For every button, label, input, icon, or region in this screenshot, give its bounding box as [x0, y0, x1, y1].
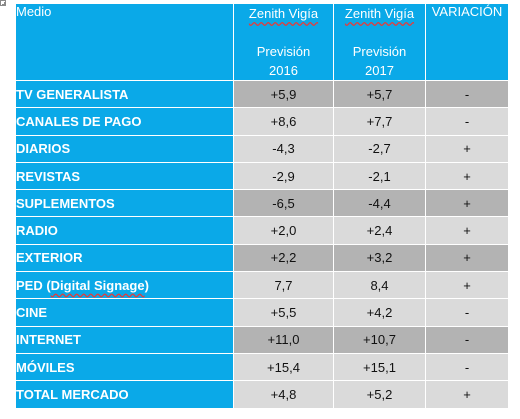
row-variacion: -	[425, 79, 509, 109]
header-2016-year: 2016	[269, 63, 298, 78]
row-value-2017: -4,4	[333, 189, 426, 218]
row-value-2016: +11,0	[233, 325, 334, 354]
table-row: DIARIOS -4,3 -2,7 +	[15, 134, 509, 163]
row-value-2017: -2,7	[333, 134, 426, 163]
row-medio: PED (Digital Signage)	[15, 271, 234, 300]
header-2017: Zenith Vigía Previsión 2017	[333, 3, 426, 81]
row-medio: REVISTAS	[15, 161, 234, 191]
row-variacion: +	[425, 216, 509, 245]
row-variacion: +	[425, 271, 509, 300]
row-value-2016: -6,5	[233, 189, 334, 218]
header-medio: Medio	[15, 3, 234, 81]
row-value-2017: +3,2	[333, 243, 426, 273]
row-value-2017: +4,2	[333, 298, 426, 327]
row-medio: MÓVILES	[15, 352, 234, 382]
row-value-2017: -2,1	[333, 161, 426, 191]
table-row: INTERNET +11,0 +10,7-	[15, 325, 509, 354]
row-medio: DIARIOS	[15, 134, 234, 163]
media-forecast-table: Medio Zenith Vigía Previsión 2016 Zenith…	[15, 3, 509, 409]
row-variacion: +	[425, 380, 509, 409]
row-medio: CANALES DE PAGO	[15, 107, 234, 136]
row-variacion: -	[425, 107, 509, 136]
row-variacion: -	[425, 298, 509, 327]
header-2016-label: Previsión	[256, 44, 311, 59]
row-variacion: +	[425, 189, 509, 218]
row-medio: RADIO	[15, 216, 234, 245]
table-row: TOTAL MERCADO +4,8 +5,2 +	[15, 380, 509, 409]
row-value-2016: +4,8	[233, 380, 334, 409]
row-medio: TOTAL MERCADO	[15, 380, 234, 409]
row-value-2017: 8,4	[333, 271, 426, 300]
row-value-2017: +7,7	[333, 107, 426, 136]
row-variacion: +	[425, 161, 509, 191]
header-2016-source: Zenith Vigía	[248, 6, 319, 21]
table-row: TV GENERALISTA +5,9 +5,7-	[15, 79, 509, 109]
row-value-2017: +15,1	[333, 352, 426, 382]
header-2017-label: Previsión	[352, 44, 407, 59]
table-row: MÓVILES +15,4 +15,1-	[15, 352, 509, 382]
row-medio: TV GENERALISTA	[15, 79, 234, 109]
table-move-handle[interactable]	[0, 0, 6, 6]
row-value-2016: +8,6	[233, 107, 334, 136]
row-value-2017: +5,7	[333, 79, 426, 109]
header-2017-year: 2017	[365, 63, 394, 78]
row-value-2016: +5,5	[233, 298, 334, 327]
row-medio: SUPLEMENTOS	[15, 189, 234, 218]
row-value-2016: -2,9	[233, 161, 334, 191]
row-value-2016: +5,9	[233, 79, 334, 109]
header-2017-source: Zenith Vigía	[344, 6, 415, 21]
row-medio: CINE	[15, 298, 234, 327]
row-value-2016: +15,4	[233, 352, 334, 382]
row-value-2017: +2,4	[333, 216, 426, 245]
row-value-2016: -4,3	[233, 134, 334, 163]
row-value-2016: 7,7	[233, 271, 334, 300]
row-value-2017: +5,2	[333, 380, 426, 409]
table-row: REVISTAS -2,9 -2,1 +	[15, 161, 509, 191]
row-value-2017: +10,7	[333, 325, 426, 354]
table-row: PED (Digital Signage) 7,7 8,4 +	[15, 271, 509, 300]
table-body: TV GENERALISTA +5,9 +5,7- CANALES DE PAGO +8…	[15, 79, 509, 409]
header-variacion: VARIACIÓN	[425, 3, 509, 81]
header-2016: Zenith Vigía Previsión 2016	[233, 3, 334, 81]
table-row: CINE +5,5 +4,2-	[15, 298, 509, 327]
row-variacion: -	[425, 352, 509, 382]
row-variacion: +	[425, 243, 509, 273]
row-value-2016: +2,0	[233, 216, 334, 245]
row-variacion: -	[425, 325, 509, 354]
table-row: EXTERIOR +2,2 +3,2 +	[15, 243, 509, 273]
table-row: SUPLEMENTOS -6,5 -4,4 +	[15, 189, 509, 218]
row-medio: INTERNET	[15, 325, 234, 354]
table-row: CANALES DE PAGO +8,6 +7,7-	[15, 107, 509, 136]
table-row: RADIO +2,0 +2,4 +	[15, 216, 509, 245]
row-variacion: +	[425, 134, 509, 163]
row-value-2016: +2,2	[233, 243, 334, 273]
row-medio: EXTERIOR	[15, 243, 234, 273]
header-row: Medio Zenith Vigía Previsión 2016 Zenith…	[15, 3, 509, 81]
